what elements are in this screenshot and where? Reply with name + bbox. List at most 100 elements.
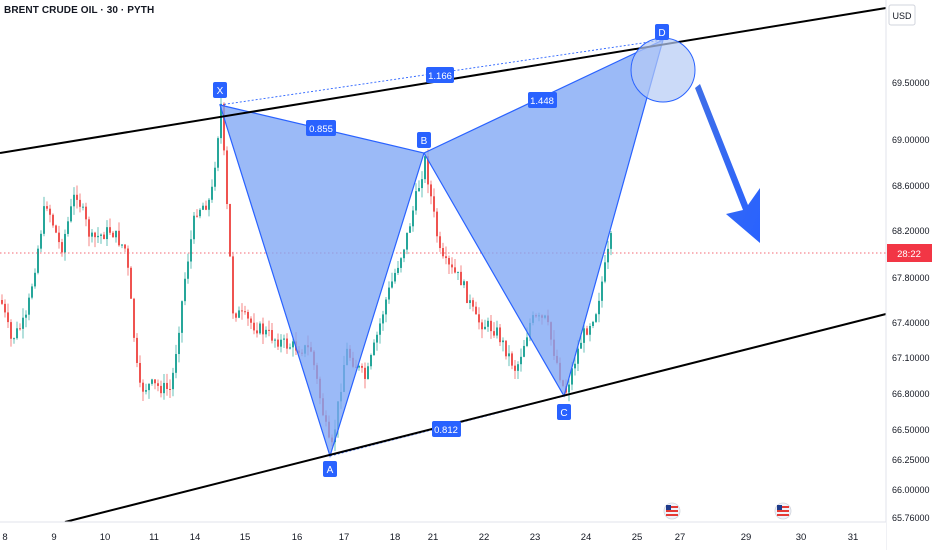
ratio-label-xd[interactable]: 1.166: [426, 67, 454, 83]
candle-body: [130, 267, 132, 299]
current-price-badge[interactable]: [887, 244, 932, 262]
current-price-countdown: 28:22: [897, 249, 921, 260]
candle-body: [463, 281, 465, 286]
candle-body: [193, 215, 195, 240]
candle-body: [94, 232, 96, 238]
time-tick-label: 27: [675, 532, 686, 543]
candle-body: [241, 310, 243, 312]
candle-body: [136, 337, 138, 363]
point-label-d: D: [658, 28, 665, 39]
candle-body: [448, 258, 450, 265]
us-flag-icon[interactable]: [774, 502, 792, 520]
currency-box[interactable]: [888, 4, 916, 26]
point-label-a: A: [327, 465, 334, 476]
candle-body: [292, 341, 294, 348]
candle-body: [262, 323, 264, 335]
time-tick-label: 17: [339, 532, 350, 543]
candle-body: [604, 262, 606, 282]
candle-body: [61, 242, 63, 253]
candle-body: [181, 301, 183, 333]
reversal-zone-circle[interactable]: [630, 37, 696, 103]
price-tick-label: 66.50000: [892, 425, 930, 435]
candle-body: [253, 322, 255, 331]
candle-body: [388, 287, 390, 300]
down-arrow-icon[interactable]: [695, 84, 760, 243]
candle-body: [91, 232, 93, 237]
candle-body: [16, 328, 18, 339]
candle-body: [178, 332, 180, 355]
candle-body: [214, 167, 216, 187]
time-tick-label: 14: [190, 532, 201, 543]
us-flag-icon[interactable]: [663, 502, 681, 520]
candle-body: [148, 383, 150, 391]
candle-body: [523, 345, 525, 357]
candle-body: [283, 338, 285, 340]
candle-body: [370, 355, 372, 367]
pattern-point-c[interactable]: C: [557, 404, 571, 420]
time-tick-label: 16: [292, 532, 303, 543]
candle-body: [568, 384, 570, 393]
ratio-text-bcd: 1.448: [530, 96, 554, 107]
time-tick-label: 22: [479, 532, 490, 543]
candle-body: [226, 150, 228, 205]
candle-body: [220, 103, 222, 139]
candle-body: [139, 362, 141, 383]
time-tick-label: 18: [390, 532, 401, 543]
candle-body: [133, 298, 135, 338]
candle-body: [445, 256, 447, 259]
candle-body: [100, 234, 102, 236]
candle-body: [430, 184, 432, 197]
candle-body: [151, 379, 153, 384]
candle-body: [76, 194, 78, 200]
candle-body: [577, 348, 579, 364]
pattern-point-a[interactable]: A: [323, 461, 337, 477]
pattern-point-b[interactable]: B: [417, 132, 431, 148]
candle-body: [589, 326, 591, 335]
time-axis[interactable]: [0, 522, 886, 550]
candle-body: [427, 156, 429, 185]
candle-body: [403, 249, 405, 259]
pattern-point-x[interactable]: X: [213, 82, 227, 98]
ratio-label-xab[interactable]: 0.855: [306, 120, 336, 136]
candle-body: [421, 179, 423, 189]
candle-body: [97, 235, 99, 238]
time-tick-label: 25: [632, 532, 643, 543]
candle-body: [505, 340, 507, 357]
candle-body: [466, 281, 468, 303]
candle-body: [382, 314, 384, 324]
candle-body: [7, 312, 9, 323]
candle-body: [526, 337, 528, 346]
currency-label: USD: [892, 11, 912, 21]
candle-body: [160, 385, 162, 394]
time-tick-label: 21: [428, 532, 439, 543]
candle-body: [511, 353, 513, 366]
pattern-point-d[interactable]: D: [655, 24, 669, 40]
time-tick-label: 29: [741, 532, 752, 543]
candle-body: [67, 221, 69, 234]
channel-lower-line[interactable]: [64, 313, 887, 523]
candle-body: [172, 372, 174, 390]
candle-body: [10, 322, 12, 339]
candle-body: [520, 356, 522, 365]
candle-body: [52, 214, 54, 226]
candle-body: [34, 272, 36, 287]
candle-body: [364, 367, 366, 379]
candle-body: [571, 368, 573, 385]
point-label-x: X: [217, 86, 224, 97]
candle-body: [274, 339, 276, 341]
candle-body: [73, 194, 75, 207]
candle-body: [118, 230, 120, 246]
candle-body: [487, 320, 489, 327]
candle-body: [112, 232, 114, 238]
candle-body: [424, 156, 426, 180]
ratio-text-xab: 0.855: [309, 124, 333, 135]
candle-body: [28, 297, 30, 315]
time-tick-label: 9: [51, 532, 56, 543]
candle-body: [379, 323, 381, 335]
candle-body: [154, 379, 156, 384]
ratio-label-bcd[interactable]: 1.448: [528, 92, 557, 108]
price-axis[interactable]: [886, 0, 932, 550]
ratio-label-ac[interactable]: 0.812: [432, 421, 461, 437]
price-tick-label: 69.50000: [892, 78, 930, 88]
